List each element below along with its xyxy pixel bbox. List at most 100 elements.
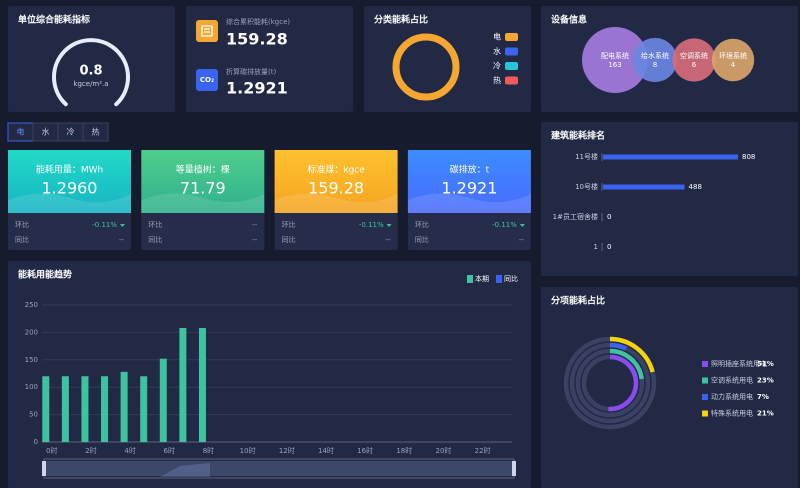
summary-value: 159.28	[226, 30, 288, 49]
gauge-arc	[52, 38, 130, 107]
ring-segment	[609, 336, 655, 373]
legend-label: 电	[493, 32, 501, 42]
card-wave	[407, 193, 531, 213]
bubble-value: 4	[731, 61, 736, 69]
card-label: 环比	[415, 220, 429, 229]
tab[interactable]	[82, 122, 109, 142]
bar	[179, 328, 187, 442]
bar	[603, 184, 685, 190]
bubble-value: 6	[692, 61, 697, 69]
bar	[81, 376, 89, 442]
legend-swatch	[702, 410, 708, 417]
y-tick-label: 200	[25, 328, 38, 336]
x-tick-label: 12时	[279, 446, 295, 455]
trend-arrow	[519, 224, 525, 227]
panel-title: 分项能耗占比	[551, 295, 605, 307]
card-stat: -0.11%	[359, 221, 384, 229]
legend-value: 51%	[757, 360, 774, 368]
legend-label: 本期	[475, 274, 489, 283]
panel-title: 能耗用能趋势	[18, 269, 72, 281]
card-label: 环比	[282, 220, 296, 229]
card-title: 等量植树：棵	[176, 164, 230, 176]
bubble-label: 空调系统	[680, 51, 708, 60]
card-label: 同比	[282, 235, 296, 244]
panel	[541, 122, 798, 276]
tab-label: 热	[92, 127, 100, 137]
bar	[159, 358, 167, 442]
card-label: 环比	[148, 220, 162, 229]
card-stat: -0.11%	[492, 221, 517, 229]
panel-title: 分类能耗占比	[374, 14, 428, 26]
card-title: 碳排放：t	[450, 164, 490, 176]
legend-label: 空调系统用电	[711, 376, 753, 385]
y-tick-label: 0	[34, 438, 38, 446]
y-tick-label: 250	[25, 301, 38, 309]
x-tick-label: 14时	[318, 446, 334, 455]
y-tick-label: 100	[25, 383, 38, 391]
x-tick-label: 2时	[85, 446, 96, 455]
bubble-label: 配电系统	[601, 51, 629, 60]
icon-glyph	[201, 25, 213, 37]
bar-value: 488	[689, 183, 702, 191]
bubble-label: 给水系统	[641, 51, 669, 60]
panel	[8, 6, 175, 112]
card-stat: --	[119, 236, 125, 244]
tab-label: 水	[42, 127, 50, 137]
bar-label: 1#员工宿舍楼	[553, 212, 598, 221]
legend-label: 水	[493, 46, 501, 56]
summary-value: 1.2921	[226, 79, 288, 98]
x-tick-label: 10时	[240, 446, 256, 455]
ring-segment	[608, 354, 639, 412]
legend-label: 动力系统用电	[711, 392, 753, 401]
bar	[61, 376, 69, 442]
legend-value: 21%	[757, 410, 774, 418]
bar-label: 1	[594, 243, 598, 251]
bubble	[582, 27, 648, 93]
card-label: 同比	[148, 235, 162, 244]
legend-value: 7%	[757, 393, 769, 401]
bar	[140, 376, 148, 442]
card-head	[274, 150, 398, 213]
card-title: 标准煤：kgce	[307, 164, 365, 176]
x-tick-label: 16时	[357, 446, 373, 455]
legend-label: 照明插座系统用电	[711, 359, 767, 368]
bar-value: 808	[742, 153, 755, 161]
bar-label: 11号楼	[575, 152, 598, 161]
panel-title: 设备信息	[551, 14, 587, 26]
x-tick-label: 0时	[46, 446, 57, 455]
card-value: 1.2921	[441, 179, 497, 198]
card-stat: --	[252, 221, 258, 229]
bar	[198, 328, 206, 442]
card-head	[8, 150, 131, 213]
icon	[196, 69, 218, 91]
tab-label: 冷	[67, 127, 75, 137]
ring-segment	[609, 348, 644, 380]
legend-swatch	[505, 76, 518, 85]
legend-label: 特殊系统用电	[711, 409, 753, 418]
card-stat: --	[519, 236, 525, 244]
legend-swatch	[496, 275, 502, 283]
bar	[42, 376, 50, 442]
bubble	[632, 37, 678, 83]
summary-label: 折算碳排放量(t)	[226, 67, 276, 76]
panel	[8, 261, 531, 488]
card-label: 环比	[15, 220, 29, 229]
bar	[120, 371, 128, 442]
zoom-range	[44, 461, 514, 476]
panel-title: 单位综合能耗指标	[18, 14, 90, 26]
tab-label: 电	[17, 127, 25, 137]
card-head	[141, 150, 265, 213]
card-stat: -0.11%	[92, 221, 117, 229]
bubble-label: 环境系统	[719, 51, 747, 60]
legend-swatch	[702, 377, 708, 384]
legend-label: 热	[493, 75, 501, 85]
legend-label: 同比	[504, 274, 518, 283]
zoom-handle[interactable]	[42, 461, 46, 476]
legend-swatch	[505, 33, 518, 41]
x-tick-label: 4时	[124, 446, 135, 455]
x-tick-label: 18时	[396, 446, 412, 455]
y-tick-label: 50	[29, 411, 38, 419]
zoom-handle[interactable]	[512, 461, 516, 476]
bar	[101, 376, 109, 442]
